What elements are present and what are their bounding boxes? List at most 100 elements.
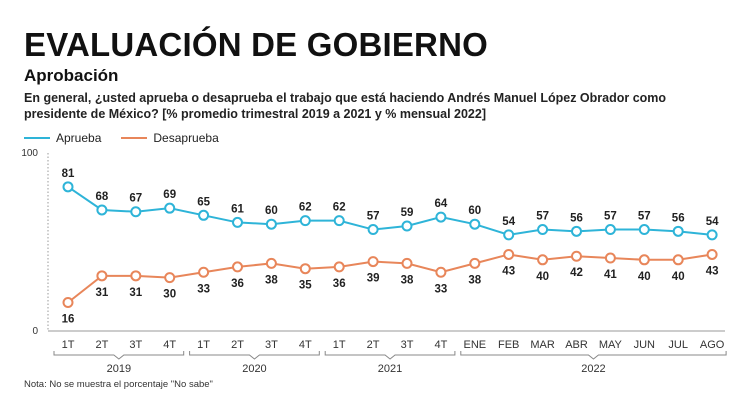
data-label-desaprueba: 35: [299, 280, 312, 292]
data-label-desaprueba: 42: [570, 267, 583, 279]
survey-question: En general, ¿usted aprueba o desaprueba …: [24, 91, 667, 121]
series-line-desaprueba: [67, 253, 713, 304]
data-label-desaprueba: 38: [265, 274, 278, 286]
data-point-desaprueba: [571, 250, 582, 262]
data-label-desaprueba: 31: [129, 287, 142, 299]
data-point-desaprueba: [604, 252, 616, 264]
data-point-aprueba: [333, 215, 345, 227]
data-label-desaprueba: 31: [96, 287, 109, 299]
data-point-aprueba: [706, 229, 718, 241]
data-point-aprueba: [130, 206, 142, 218]
data-point-aprueba: [638, 224, 650, 236]
data-label-desaprueba: 30: [163, 289, 176, 301]
y-tick-label: 0: [32, 326, 38, 337]
data-point-desaprueba: [265, 257, 277, 269]
x-tick-label: JUN: [634, 339, 655, 351]
data-point-desaprueba: [96, 270, 108, 282]
data-point-aprueba: [672, 225, 684, 237]
x-tick-label: 2T: [367, 339, 380, 351]
data-point-desaprueba: [672, 254, 684, 266]
data-label-aprueba: 59: [401, 207, 414, 219]
data-label-aprueba: 56: [570, 212, 583, 224]
x-tick-label: 1T: [62, 339, 75, 351]
x-tick-label: 2T: [95, 339, 108, 351]
y-tick-label: 100: [21, 148, 38, 159]
data-point-desaprueba: [299, 263, 311, 275]
data-point-desaprueba: [232, 261, 243, 273]
data-point-desaprueba: [62, 297, 74, 309]
data-point-desaprueba: [537, 254, 549, 266]
x-tick-label: 3T: [129, 339, 142, 351]
data-point-aprueba: [604, 224, 616, 236]
data-point-aprueba: [62, 181, 74, 193]
x-tick-label: 3T: [401, 339, 414, 351]
data-label-aprueba: 57: [638, 211, 651, 223]
data-point-aprueba: [367, 224, 379, 236]
x-tick-label: 1T: [197, 339, 210, 351]
data-label-aprueba: 62: [333, 202, 346, 214]
data-point-aprueba: [469, 218, 481, 230]
footnote: Nota: No se muestra el porcentaje "No sa…: [24, 379, 213, 390]
chart-title: EVALUACIÓN DE GOBIERNO: [24, 26, 488, 63]
x-tick-label: 1T: [333, 339, 346, 351]
legend-swatch-aprueba: [24, 137, 50, 139]
x-tick-label: 3T: [265, 339, 278, 351]
x-group-bracket: [189, 351, 320, 360]
x-tick-label: 4T: [299, 339, 312, 351]
data-point-aprueba: [401, 220, 413, 232]
data-point-desaprueba: [367, 256, 379, 268]
data-label-aprueba: 69: [163, 189, 176, 201]
data-label-desaprueba: 41: [604, 269, 617, 281]
data-point-desaprueba: [401, 257, 413, 269]
x-group-label: 2021: [378, 363, 402, 375]
data-label-aprueba: 65: [197, 196, 210, 208]
data-point-desaprueba: [164, 272, 176, 284]
data-point-desaprueba: [638, 254, 650, 266]
x-tick-label: 4T: [434, 339, 447, 351]
data-label-desaprueba: 43: [502, 265, 515, 277]
data-label-desaprueba: 43: [706, 265, 719, 277]
x-group-label: 2022: [581, 363, 605, 375]
data-point-desaprueba: [706, 248, 718, 260]
x-tick-label: MAY: [599, 339, 623, 351]
legend-label-aprueba: Aprueba: [56, 131, 102, 145]
chart-subtitle: Aprobación: [24, 66, 119, 85]
x-tick-label: JUL: [668, 339, 688, 351]
data-label-desaprueba: 33: [197, 283, 210, 295]
data-point-aprueba: [299, 215, 311, 227]
data-point-aprueba: [435, 211, 447, 223]
data-label-aprueba: 54: [706, 216, 719, 228]
data-label-aprueba: 61: [231, 203, 244, 215]
legend-swatch-desaprueba: [121, 137, 148, 139]
legend: Aprueba Desaprueba: [24, 131, 219, 145]
data-label-desaprueba: 38: [401, 274, 414, 286]
series-line-aprueba: [67, 185, 713, 236]
data-label-aprueba: 68: [96, 191, 109, 203]
data-label-aprueba: 64: [435, 198, 448, 210]
data-label-aprueba: 60: [468, 205, 481, 217]
data-point-aprueba: [571, 225, 582, 237]
data-label-aprueba: 57: [367, 211, 380, 223]
x-tick-label: 2T: [231, 339, 244, 351]
data-point-desaprueba: [130, 270, 142, 282]
x-tick-label: ABR: [565, 339, 588, 351]
data-label-aprueba: 60: [265, 205, 278, 217]
legend-item-desaprueba: Desaprueba: [121, 131, 219, 145]
data-point-aprueba: [503, 229, 515, 241]
data-label-desaprueba: 36: [231, 278, 244, 290]
data-point-aprueba: [265, 218, 277, 230]
x-group-label: 2020: [242, 363, 266, 375]
legend-label-desaprueba: Desaprueba: [153, 131, 219, 145]
data-label-aprueba: 57: [604, 211, 617, 223]
data-label-aprueba: 81: [62, 168, 75, 180]
x-tick-label: AGO: [700, 339, 725, 351]
data-point-desaprueba: [503, 248, 515, 260]
x-tick-label: 4T: [163, 339, 176, 351]
data-label-desaprueba: 33: [435, 283, 448, 295]
data-point-desaprueba: [333, 261, 345, 273]
data-point-desaprueba: [469, 257, 481, 269]
data-label-aprueba: 54: [502, 216, 515, 228]
data-label-aprueba: 57: [536, 211, 549, 223]
data-label-desaprueba: 38: [468, 274, 481, 286]
